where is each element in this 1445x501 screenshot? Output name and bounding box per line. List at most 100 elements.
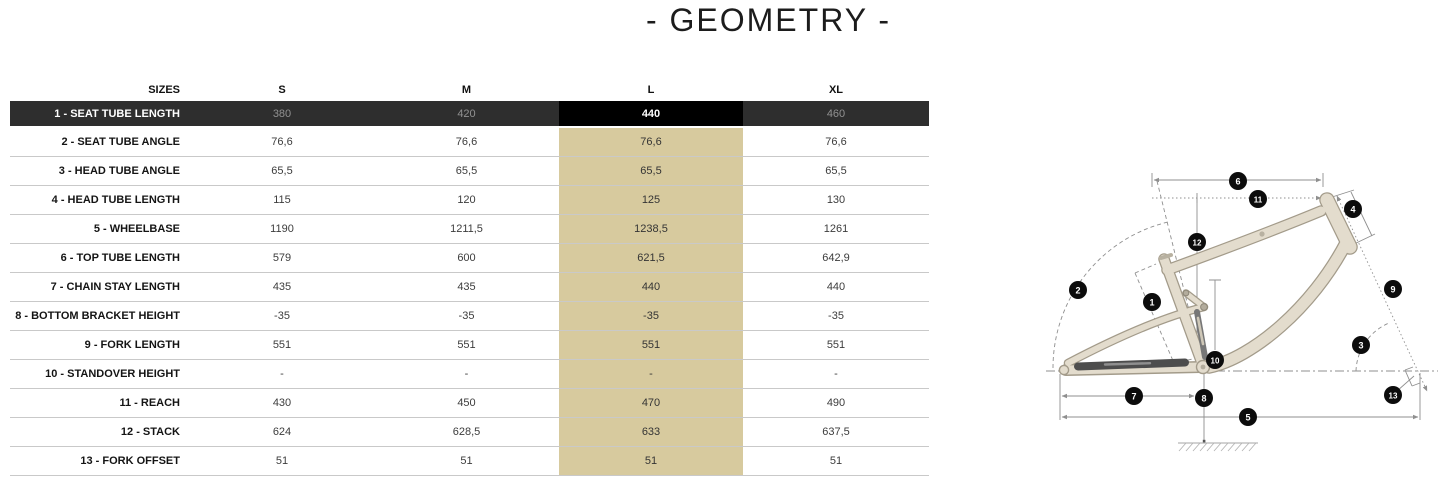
- table-row: 5 - WHEELBASE 1190 1211,5 1238,5 1261: [10, 214, 929, 244]
- cell-size-m: 51: [374, 446, 559, 476]
- cable-port: [1259, 231, 1265, 237]
- callout-8-circle: [1195, 389, 1213, 407]
- table-row: 8 - BOTTOM BRACKET HEIGHT -35 -35 -35 -35: [10, 301, 929, 331]
- cell-size-s: 380: [190, 101, 374, 128]
- cell-size-xl: 76,6: [743, 127, 929, 157]
- cell-size-s: 76,6: [190, 127, 374, 157]
- table-row: 3 - HEAD TUBE ANGLE 65,5 65,5 65,5 65,5: [10, 156, 929, 186]
- rocker-pivot: [1200, 303, 1208, 311]
- dimension-lines: [1046, 173, 1438, 452]
- callout-13-circle: [1384, 386, 1402, 404]
- bb-center: [1200, 364, 1206, 370]
- callout-6-circle: [1229, 172, 1247, 190]
- callout-3-number: 3: [1358, 340, 1363, 350]
- head-tube: [1320, 193, 1357, 254]
- page-title: - GEOMETRY -: [645, 2, 892, 38]
- callout-5-number: 5: [1245, 412, 1250, 422]
- row-label: 12 - STACK: [10, 417, 190, 447]
- callout-13-number: 13: [1389, 391, 1398, 400]
- table-row: 6 - TOP TUBE LENGTH 579 600 621,5 642,9: [10, 243, 929, 273]
- cell-size-l: -: [559, 359, 743, 389]
- cell-size-l: -35: [559, 301, 743, 331]
- cell-size-s: 435: [190, 272, 374, 302]
- rear-shock-shaft: [1196, 316, 1205, 346]
- header-size-s: S: [278, 84, 286, 96]
- cell-size-m: 76,6: [374, 127, 559, 157]
- cell-size-l: 76,6: [559, 127, 743, 157]
- cell-size-l: 551: [559, 330, 743, 360]
- cell-size-s: 115: [190, 185, 374, 215]
- fork-offset-marks: [1396, 366, 1421, 392]
- table-row: 12 - STACK 624 628,5 633 637,5: [10, 417, 929, 447]
- cell-size-m: 450: [374, 388, 559, 418]
- cell-size-xl: 551: [743, 330, 929, 360]
- bike-frame-illustration: [1058, 192, 1358, 376]
- seatstay-tube: [1065, 304, 1207, 366]
- callout-5-circle: [1239, 408, 1257, 426]
- row-label: 5 - WHEELBASE: [10, 214, 190, 244]
- cell-size-m: 1211,5: [374, 214, 559, 244]
- callout-7-circle: [1125, 387, 1143, 405]
- cell-size-l: 440: [559, 272, 743, 302]
- cell-size-l: 621,5: [559, 243, 743, 273]
- cell-size-m: 600: [374, 243, 559, 273]
- row-label: 10 - STANDOVER HEIGHT: [10, 359, 190, 389]
- geometry-table-body: 1 - SEAT TUBE LENGTH 380 420 440 460 2 - SEAT…: [10, 101, 929, 476]
- table-row: 10 - STANDOVER HEIGHT - - - -: [10, 359, 929, 389]
- cell-size-l: 470: [559, 388, 743, 418]
- table-row: 11 - REACH 430 450 470 490: [10, 388, 929, 418]
- seat-tube-collar: [1159, 253, 1173, 260]
- callout-3-circle: [1352, 336, 1370, 354]
- callout-10-number: 10: [1211, 356, 1220, 365]
- callout-1-number: 1: [1149, 297, 1154, 307]
- cell-size-m: 628,5: [374, 417, 559, 447]
- cell-size-m: -35: [374, 301, 559, 331]
- geometry-table-head: SIZES S M L XL: [10, 84, 929, 101]
- down-tube: [1203, 237, 1352, 373]
- row-label: 13 - FORK OFFSET: [10, 446, 190, 476]
- row-label: 8 - BOTTOM BRACKET HEIGHT: [10, 301, 190, 331]
- row-label: 1 - SEAT TUBE LENGTH: [10, 101, 190, 128]
- seat-axis-line: [1156, 180, 1204, 368]
- cell-size-s: 1190: [190, 214, 374, 244]
- callout-9-number: 9: [1390, 284, 1395, 294]
- header-size-m: M: [461, 84, 472, 96]
- geometry-table: SIZES S M L XL 1 - SEAT TUBE LENGTH 380 42…: [10, 84, 929, 476]
- table-row: 7 - CHAIN STAY LENGTH 435 435 440 440: [10, 272, 929, 302]
- row-label: 6 - TOP TUBE LENGTH: [10, 243, 190, 273]
- cell-size-l: 65,5: [559, 156, 743, 186]
- cell-size-xl: 460: [743, 101, 929, 128]
- cell-size-xl: 65,5: [743, 156, 929, 186]
- top-tube: [1162, 206, 1326, 275]
- cell-size-xl: 1261: [743, 214, 929, 244]
- row-label: 2 - SEAT TUBE ANGLE: [10, 127, 190, 157]
- cell-size-xl: 637,5: [743, 417, 929, 447]
- seat-tube: [1159, 254, 1208, 371]
- cell-size-l: 1238,5: [559, 214, 743, 244]
- table-row: 2 - SEAT TUBE ANGLE 76,6 76,6 76,6 76,6: [10, 127, 929, 157]
- cell-size-xl: -: [743, 359, 929, 389]
- callout-10-circle: [1206, 351, 1224, 369]
- cell-size-s: 65,5: [190, 156, 374, 186]
- row-label: 4 - HEAD TUBE LENGTH: [10, 185, 190, 215]
- cell-size-xl: -35: [743, 301, 929, 331]
- cell-size-xl: 440: [743, 272, 929, 302]
- cell-size-xl: 51: [743, 446, 929, 476]
- standover-dim-line: [1209, 279, 1221, 350]
- cell-size-xl: 642,9: [743, 243, 929, 273]
- cell-size-s: -: [190, 359, 374, 389]
- callout-2-number: 2: [1075, 285, 1080, 295]
- callout-7-number: 7: [1131, 391, 1136, 401]
- upper-pivot: [1182, 289, 1190, 297]
- callout-12-number: 12: [1193, 238, 1202, 247]
- seat-angle-arc: [1052, 221, 1169, 369]
- cell-size-xl: 490: [743, 388, 929, 418]
- cell-size-l: 125: [559, 185, 743, 215]
- cell-size-m: -: [374, 359, 559, 389]
- cell-size-s: -35: [190, 301, 374, 331]
- callout-1-circle: [1143, 293, 1161, 311]
- header-sizes: SIZES: [148, 84, 180, 96]
- callout-9-circle: [1384, 280, 1402, 298]
